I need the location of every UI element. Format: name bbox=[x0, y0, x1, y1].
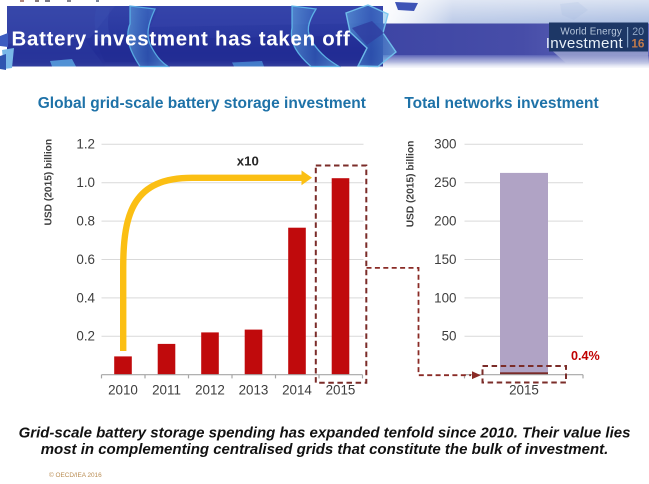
svg-text:0.2: 0.2 bbox=[76, 329, 95, 344]
svg-text:most in complementing centrali: most in complementing centralised grids … bbox=[41, 441, 609, 458]
svg-text:World Energy: World Energy bbox=[560, 27, 622, 38]
svg-text:1.2: 1.2 bbox=[76, 137, 95, 152]
svg-text:2015: 2015 bbox=[509, 383, 539, 398]
svg-text:0.4: 0.4 bbox=[76, 290, 95, 305]
svg-text:0.8: 0.8 bbox=[76, 214, 95, 229]
svg-text:16: 16 bbox=[631, 37, 645, 51]
svg-text:20: 20 bbox=[632, 26, 644, 38]
svg-text:© OECD/IEA 2016: © OECD/IEA 2016 bbox=[49, 471, 102, 479]
svg-text:100: 100 bbox=[434, 290, 456, 305]
svg-text:150: 150 bbox=[434, 252, 456, 267]
svg-text:200: 200 bbox=[434, 214, 456, 229]
svg-text:2010: 2010 bbox=[108, 383, 138, 398]
svg-text:USD (2015) billion: USD (2015) billion bbox=[44, 139, 55, 226]
svg-text:2014: 2014 bbox=[282, 383, 312, 398]
svg-text:Total networks investment: Total networks investment bbox=[404, 95, 598, 112]
svg-text:2015: 2015 bbox=[326, 383, 356, 398]
svg-text:50: 50 bbox=[442, 329, 457, 344]
svg-text:300: 300 bbox=[434, 137, 456, 152]
svg-text:Global grid-scale battery stor: Global grid-scale battery storage invest… bbox=[38, 95, 366, 112]
svg-text:USD (2015) billion: USD (2015) billion bbox=[405, 141, 416, 228]
svg-text:0.4%: 0.4% bbox=[571, 349, 600, 363]
svg-text:1.0: 1.0 bbox=[76, 175, 95, 190]
svg-text:2011: 2011 bbox=[152, 383, 181, 398]
svg-text:2012: 2012 bbox=[195, 383, 225, 398]
svg-text:Grid-scale battery storage spe: Grid-scale battery storage spending has … bbox=[19, 425, 631, 442]
svg-text:250: 250 bbox=[434, 175, 456, 190]
svg-text:Investment: Investment bbox=[546, 35, 624, 52]
svg-text:Battery investment has taken o: Battery investment has taken off bbox=[12, 29, 351, 51]
svg-text:2013: 2013 bbox=[239, 383, 269, 398]
svg-text:x10: x10 bbox=[237, 153, 259, 168]
svg-text:0.6: 0.6 bbox=[76, 252, 95, 267]
